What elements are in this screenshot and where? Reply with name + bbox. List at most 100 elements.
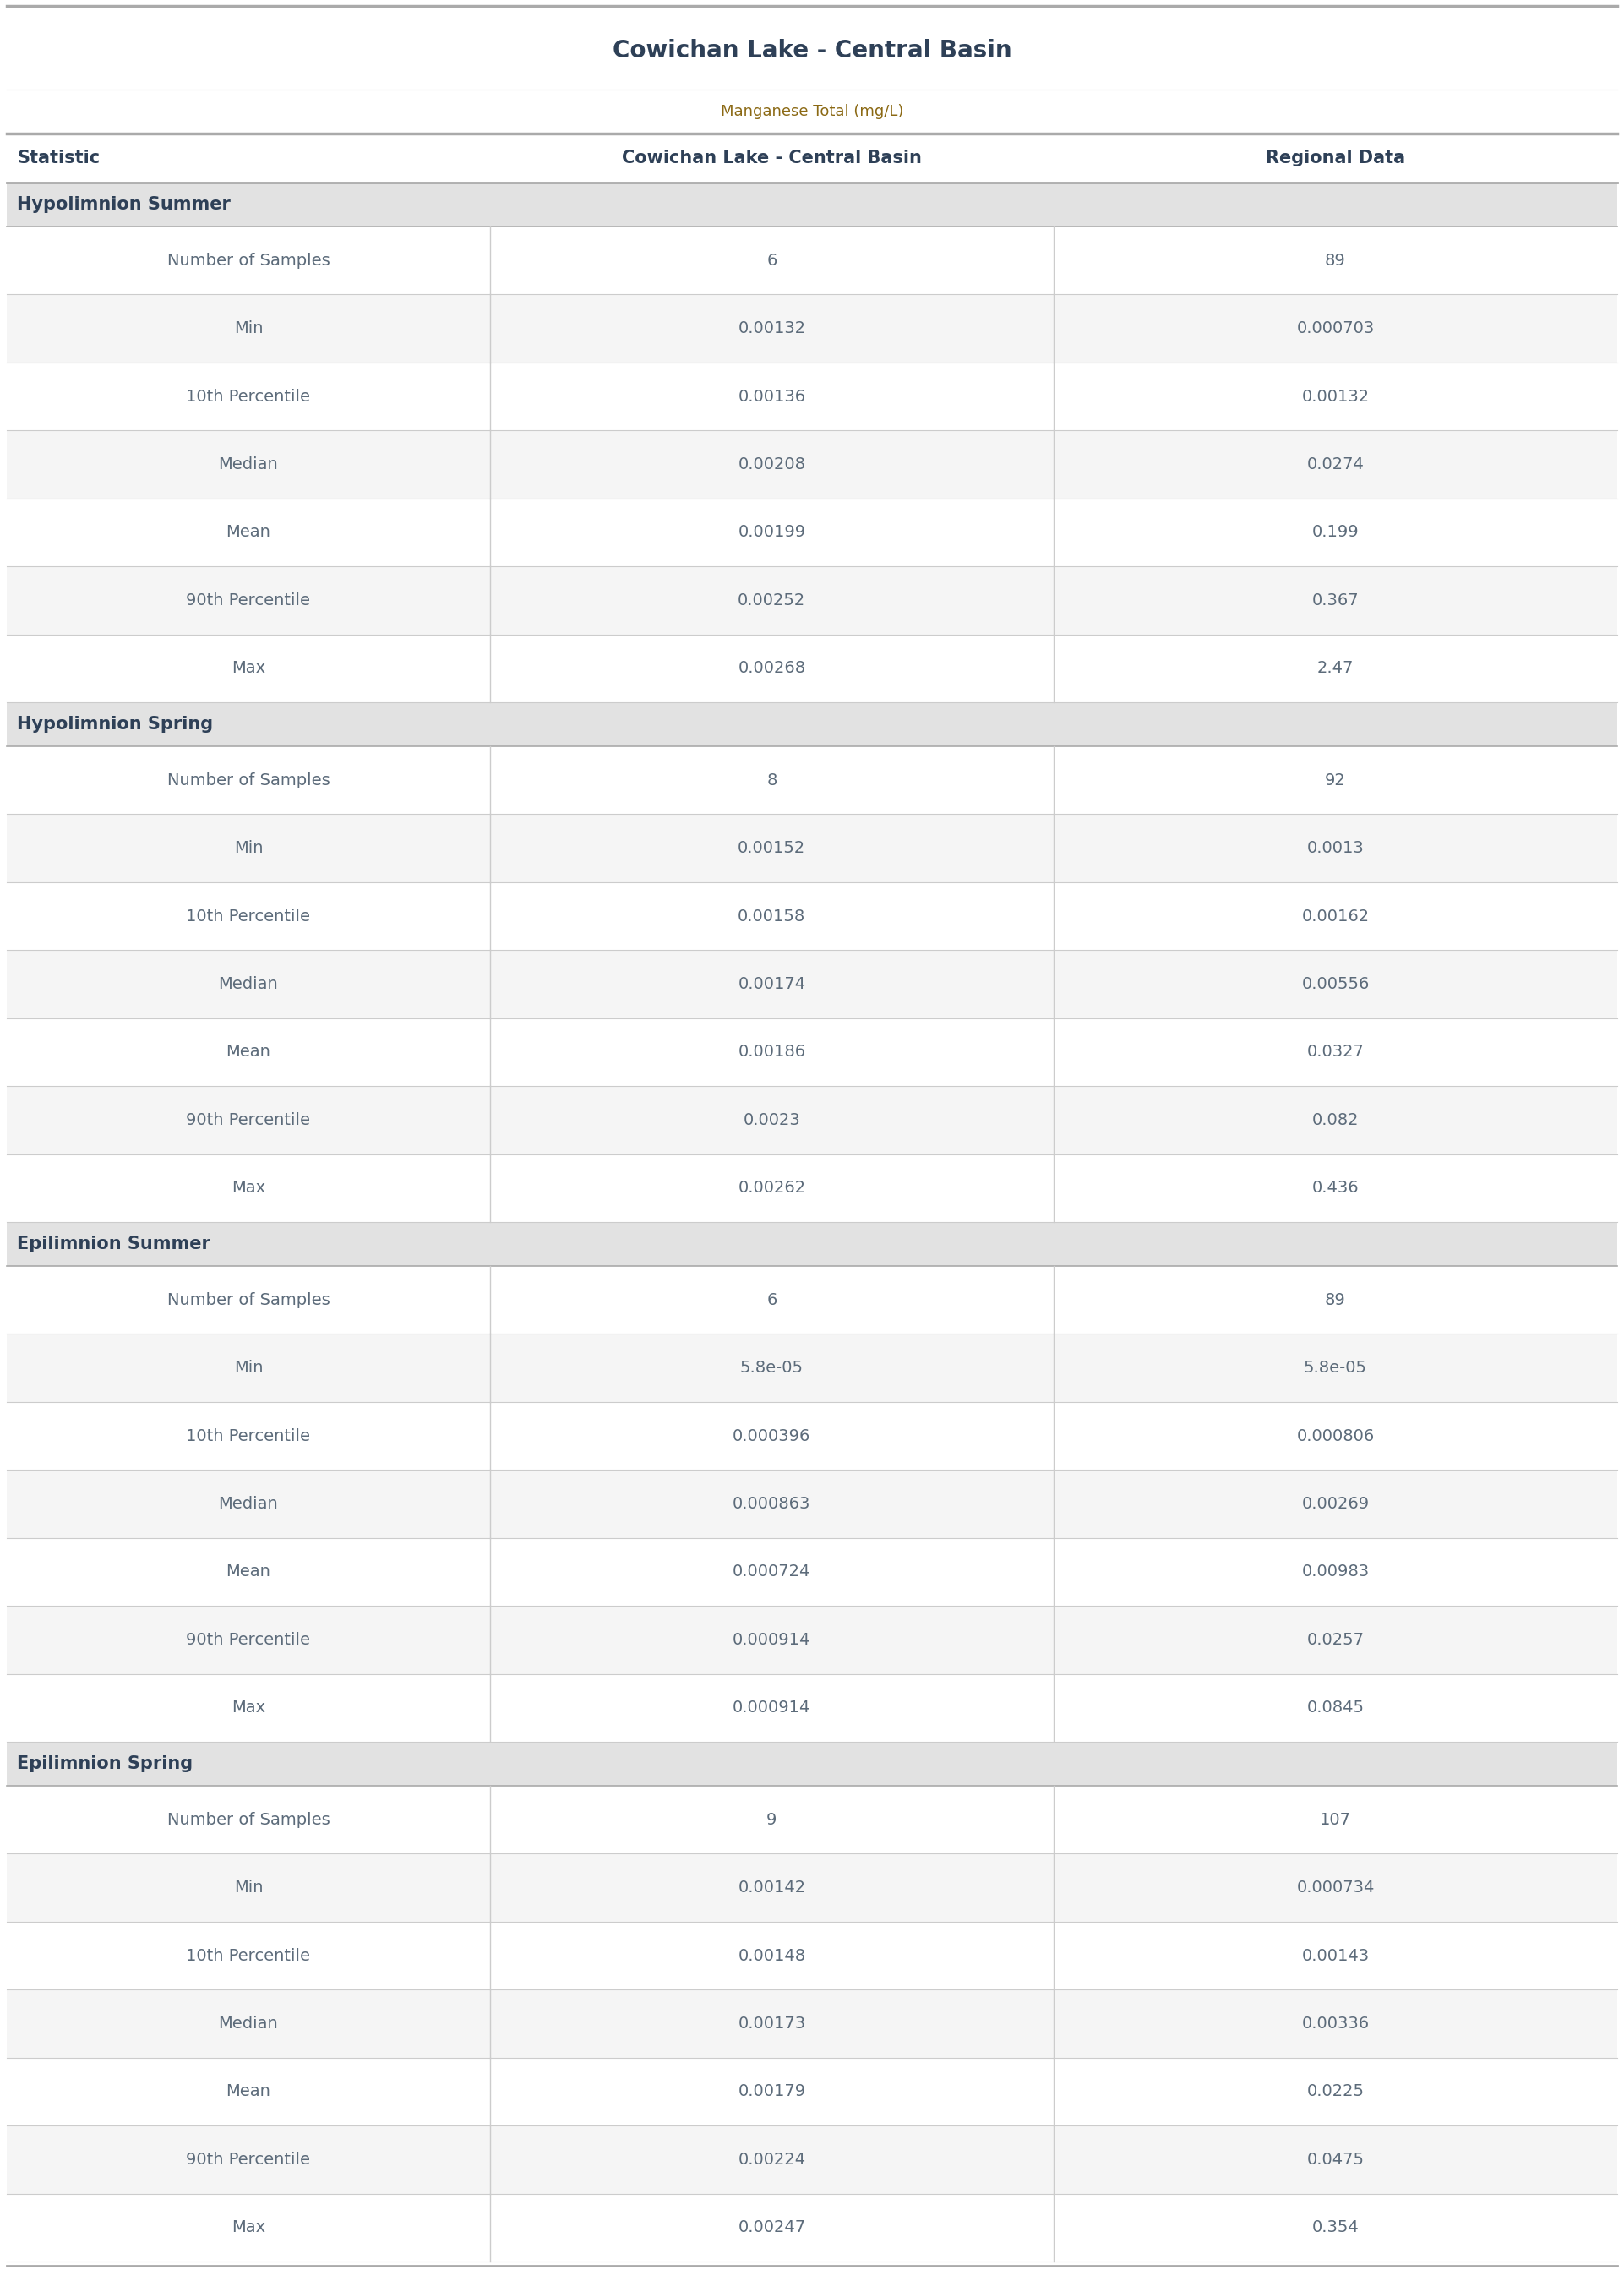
Bar (6, 747, 1618, 815)
Bar (6, 1267, 1618, 1335)
Bar (6, 1537, 1618, 1605)
Text: Regional Data: Regional Data (1265, 150, 1405, 166)
Text: Manganese Total (mg/L): Manganese Total (mg/L) (721, 104, 903, 118)
Text: 0.000806: 0.000806 (1296, 1428, 1374, 1444)
Text: 0.00162: 0.00162 (1301, 908, 1369, 924)
Text: 107: 107 (1320, 1811, 1351, 1827)
Text: 0.082: 0.082 (1312, 1112, 1359, 1128)
Text: 0.0257: 0.0257 (1307, 1632, 1364, 1648)
Text: 0.0023: 0.0023 (744, 1112, 801, 1128)
Text: Median: Median (219, 1496, 278, 1512)
Text: 0.0013: 0.0013 (1307, 840, 1364, 856)
Text: Hypolimnion Summer: Hypolimnion Summer (16, 195, 231, 213)
Text: 0.0845: 0.0845 (1307, 1700, 1364, 1716)
Text: 0.00268: 0.00268 (737, 661, 806, 676)
Text: 0.000914: 0.000914 (732, 1700, 810, 1716)
Text: 0.00148: 0.00148 (737, 1948, 806, 1964)
Bar (6, 1471, 1618, 1537)
Text: 0.00174: 0.00174 (737, 976, 806, 992)
Bar (6, 951, 1618, 1019)
Text: 0.0274: 0.0274 (1307, 456, 1364, 472)
Bar (6, 1786, 1618, 1855)
Text: 0.00132: 0.00132 (737, 320, 806, 336)
Text: 0.0225: 0.0225 (1307, 2084, 1364, 2100)
Text: 0.00186: 0.00186 (737, 1044, 806, 1060)
Text: 0.0327: 0.0327 (1307, 1044, 1364, 1060)
Text: 0.00136: 0.00136 (737, 388, 806, 404)
Text: 0.00158: 0.00158 (737, 908, 806, 924)
Text: Epilimnion Spring: Epilimnion Spring (16, 1755, 193, 1773)
Text: 92: 92 (1325, 772, 1346, 788)
Text: 0.0475: 0.0475 (1307, 2152, 1364, 2168)
Bar (6, 134, 1618, 182)
Bar (6, 565, 1618, 633)
Text: 8: 8 (767, 772, 776, 788)
Text: 0.00173: 0.00173 (737, 2016, 806, 2032)
Bar (6, 633, 1618, 701)
Text: 0.000914: 0.000914 (732, 1632, 810, 1648)
Bar (6, 1855, 1618, 1923)
Text: Min: Min (234, 840, 263, 856)
Text: 0.00262: 0.00262 (737, 1180, 806, 1196)
Bar (6, 363, 1618, 431)
Text: 0.00224: 0.00224 (737, 2152, 806, 2168)
Text: 0.367: 0.367 (1312, 592, 1359, 608)
Bar (6, 1335, 1618, 1403)
Text: Mean: Mean (226, 1564, 271, 1580)
Text: 2.47: 2.47 (1317, 661, 1354, 676)
Text: 0.199: 0.199 (1312, 524, 1359, 540)
Text: 89: 89 (1325, 1292, 1346, 1308)
Text: Median: Median (219, 976, 278, 992)
Bar (6, 1085, 1618, 1153)
Text: 0.000863: 0.000863 (732, 1496, 810, 1512)
Bar (6, 1741, 1618, 1786)
Bar (6, 182, 1618, 227)
Bar (6, 701, 1618, 747)
Bar (6, 1153, 1618, 1221)
Text: Hypolimnion Spring: Hypolimnion Spring (16, 715, 213, 733)
Text: Max: Max (231, 2220, 265, 2236)
Text: Epilimnion Summer: Epilimnion Summer (16, 1235, 209, 1253)
Text: 89: 89 (1325, 252, 1346, 268)
Bar (6, 431, 1618, 499)
Text: 0.00208: 0.00208 (737, 456, 806, 472)
Bar (6, 89, 1618, 134)
Text: 9: 9 (767, 1811, 776, 1827)
Text: Mean: Mean (226, 524, 271, 540)
Bar (6, 295, 1618, 363)
Text: 10th Percentile: 10th Percentile (187, 1948, 310, 1964)
Text: 0.00247: 0.00247 (737, 2220, 806, 2236)
Text: Cowichan Lake - Central Basin: Cowichan Lake - Central Basin (622, 150, 922, 166)
Bar (6, 883, 1618, 951)
Text: 5.8e-05: 5.8e-05 (741, 1360, 804, 1376)
Text: 10th Percentile: 10th Percentile (187, 388, 310, 404)
Text: 90th Percentile: 90th Percentile (187, 2152, 310, 2168)
Text: 90th Percentile: 90th Percentile (187, 1112, 310, 1128)
Text: 0.000703: 0.000703 (1296, 320, 1374, 336)
Bar (6, 499, 1618, 565)
Text: 5.8e-05: 5.8e-05 (1304, 1360, 1367, 1376)
Bar (6, 815, 1618, 883)
Text: Number of Samples: Number of Samples (167, 1292, 330, 1308)
Text: Number of Samples: Number of Samples (167, 1811, 330, 1827)
Text: 0.000396: 0.000396 (732, 1428, 810, 1444)
Bar (6, 11, 1618, 89)
Bar (6, 1019, 1618, 1085)
Bar (6, 1923, 1618, 1991)
Text: Median: Median (219, 456, 278, 472)
Text: Median: Median (219, 2016, 278, 2032)
Text: 0.00152: 0.00152 (737, 840, 806, 856)
Bar (6, 1991, 1618, 2057)
Bar (6, 2193, 1618, 2261)
Text: 0.00132: 0.00132 (1301, 388, 1369, 404)
Text: Mean: Mean (226, 2084, 271, 2100)
Text: 10th Percentile: 10th Percentile (187, 1428, 310, 1444)
Bar (6, 1605, 1618, 1673)
Text: 90th Percentile: 90th Percentile (187, 1632, 310, 1648)
Text: Number of Samples: Number of Samples (167, 252, 330, 268)
Text: 0.000734: 0.000734 (1296, 1880, 1374, 1895)
Text: 0.00983: 0.00983 (1301, 1564, 1369, 1580)
Text: 0.354: 0.354 (1312, 2220, 1359, 2236)
Text: 0.00269: 0.00269 (1301, 1496, 1369, 1512)
Text: 0.00143: 0.00143 (1301, 1948, 1369, 1964)
